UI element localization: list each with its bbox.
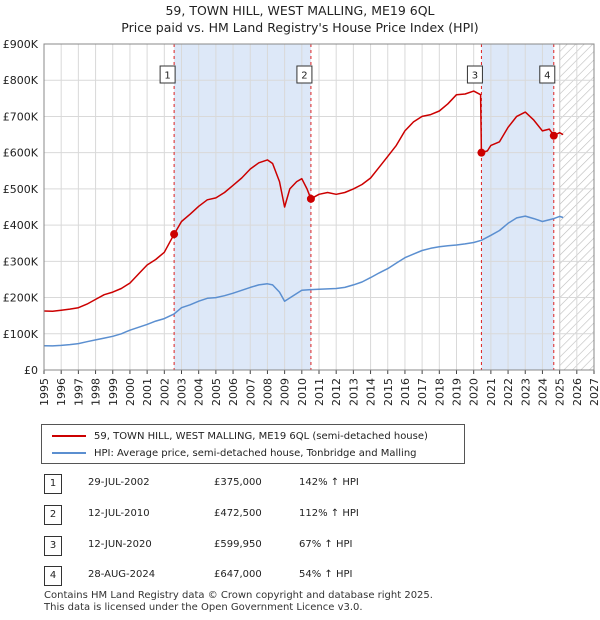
sale-point	[306, 194, 315, 203]
property-price-line	[43, 90, 564, 313]
x-tick-label: 2008	[261, 378, 274, 406]
x-tick-label: 2001	[141, 378, 154, 406]
x-tick-label: 2010	[296, 378, 309, 406]
transaction-date: 12-JUL-2010	[88, 508, 150, 519]
footer-notice: Contains HM Land Registry data © Crown c…	[44, 590, 433, 614]
sale-badge	[159, 65, 176, 84]
legend-swatch-property	[52, 435, 86, 437]
chart-title: 59, TOWN HILL, WEST MALLING, ME19 6QL	[165, 3, 435, 18]
y-tick-label: £800K	[3, 74, 39, 87]
transaction-price: £472,500	[214, 508, 262, 519]
ownership-shade	[174, 44, 311, 370]
transaction-hpi-change: 67% ↑ HPI	[299, 539, 353, 550]
x-tick-label: 1998	[90, 378, 103, 406]
x-tick-label: 2025	[554, 378, 567, 406]
x-tick-label: 1999	[107, 378, 120, 406]
y-tick-label: £0	[24, 364, 38, 377]
sale-badge	[466, 65, 483, 84]
y-tick-label: £500K	[3, 183, 39, 196]
x-tick-label: 2026	[571, 378, 584, 406]
x-tick-label: 2020	[468, 378, 481, 406]
y-tick-label: £100K	[3, 328, 39, 341]
transaction-price: £375,000	[214, 477, 262, 488]
sale-badge	[539, 65, 556, 84]
x-tick-label: 2017	[416, 378, 429, 406]
sale-badge-number: 2	[301, 71, 307, 82]
y-tick-label: £200K	[3, 292, 39, 305]
x-tick-label: 2009	[279, 378, 292, 406]
footer-copyright: Contains HM Land Registry data © Crown c…	[44, 590, 433, 601]
sale-point	[477, 148, 486, 157]
x-tick-label: 2003	[176, 378, 189, 406]
transaction-price: £599,950	[214, 539, 262, 550]
plot-frame	[43, 43, 595, 371]
transaction-number-badge: 1	[44, 474, 62, 494]
x-tick-label: 2013	[347, 378, 360, 406]
transaction-date: 28-AUG-2024	[88, 569, 156, 580]
x-tick-label: 2018	[433, 378, 446, 406]
x-tick-label: 2012	[330, 378, 343, 406]
x-tick-label: 2015	[382, 378, 395, 406]
transaction-date: 29-JUL-2002	[88, 477, 150, 488]
sale-badge-number: 3	[472, 71, 478, 82]
sale-point	[170, 230, 179, 239]
sale-badge	[296, 65, 313, 84]
ownership-shade	[481, 44, 554, 370]
x-tick-label: 2016	[399, 378, 412, 406]
y-tick-label: £300K	[3, 255, 39, 268]
x-tick-label: 2021	[485, 378, 498, 406]
legend-swatch-hpi	[52, 452, 86, 454]
hpi-line	[43, 215, 564, 347]
y-tick-label: £400K	[3, 219, 39, 232]
x-tick-label: 2014	[365, 378, 378, 406]
sale-point	[549, 131, 558, 140]
x-tick-label: 2002	[158, 378, 171, 406]
x-tick-label: 2022	[502, 378, 515, 406]
x-tick-label: 1995	[38, 378, 51, 406]
y-tick-label: £900K	[3, 38, 39, 51]
legend-item-property: 59, TOWN HILL, WEST MALLING, ME19 6QL (s…	[52, 428, 428, 444]
y-tick-label: £700K	[3, 110, 39, 123]
chart-subtitle: Price paid vs. HM Land Registry's House …	[121, 20, 479, 35]
legend-item-hpi: HPI: Average price, semi-detached house,…	[52, 445, 417, 461]
x-tick-label: 2005	[210, 378, 223, 406]
legend-label-property: 59, TOWN HILL, WEST MALLING, ME19 6QL (s…	[94, 430, 428, 442]
sale-badge-number: 1	[164, 71, 170, 82]
x-tick-label: 2007	[244, 378, 257, 406]
x-tick-label: 1997	[72, 378, 85, 406]
x-tick-label: 2023	[519, 378, 532, 406]
transaction-hpi-change: 54% ↑ HPI	[299, 569, 353, 580]
x-tick-label: 2011	[313, 378, 326, 406]
price-chart: 1 2 3 4 £0 £100K £200K £300K £400K £500K £600K £70…	[3, 38, 600, 406]
x-tick-label: 2000	[124, 378, 137, 406]
transaction-hpi-change: 142% ↑ HPI	[299, 477, 359, 488]
y-tick-label: £600K	[3, 147, 39, 160]
chart-legend: 59, TOWN HILL, WEST MALLING, ME19 6QL (s…	[41, 424, 465, 464]
x-tick-label: 2027	[588, 378, 600, 406]
footer-licence: This data is licensed under the Open Gov…	[44, 602, 363, 613]
x-tick-label: 1996	[55, 378, 68, 406]
legend-label-hpi: HPI: Average price, semi-detached house,…	[94, 447, 417, 459]
x-tick-label: 2019	[451, 378, 464, 406]
transaction-number-badge: 3	[44, 536, 62, 556]
transaction-number-badge: 4	[44, 566, 62, 586]
transaction-hpi-change: 112% ↑ HPI	[299, 508, 359, 519]
x-tick-label: 2006	[227, 378, 240, 406]
transaction-date: 12-JUN-2020	[88, 539, 152, 550]
x-tick-label: 2024	[536, 378, 549, 406]
sale-badge-number: 4	[544, 71, 550, 82]
transaction-price: £647,000	[214, 569, 262, 580]
x-tick-label: 2004	[193, 378, 206, 406]
transaction-number-badge: 2	[44, 505, 62, 525]
